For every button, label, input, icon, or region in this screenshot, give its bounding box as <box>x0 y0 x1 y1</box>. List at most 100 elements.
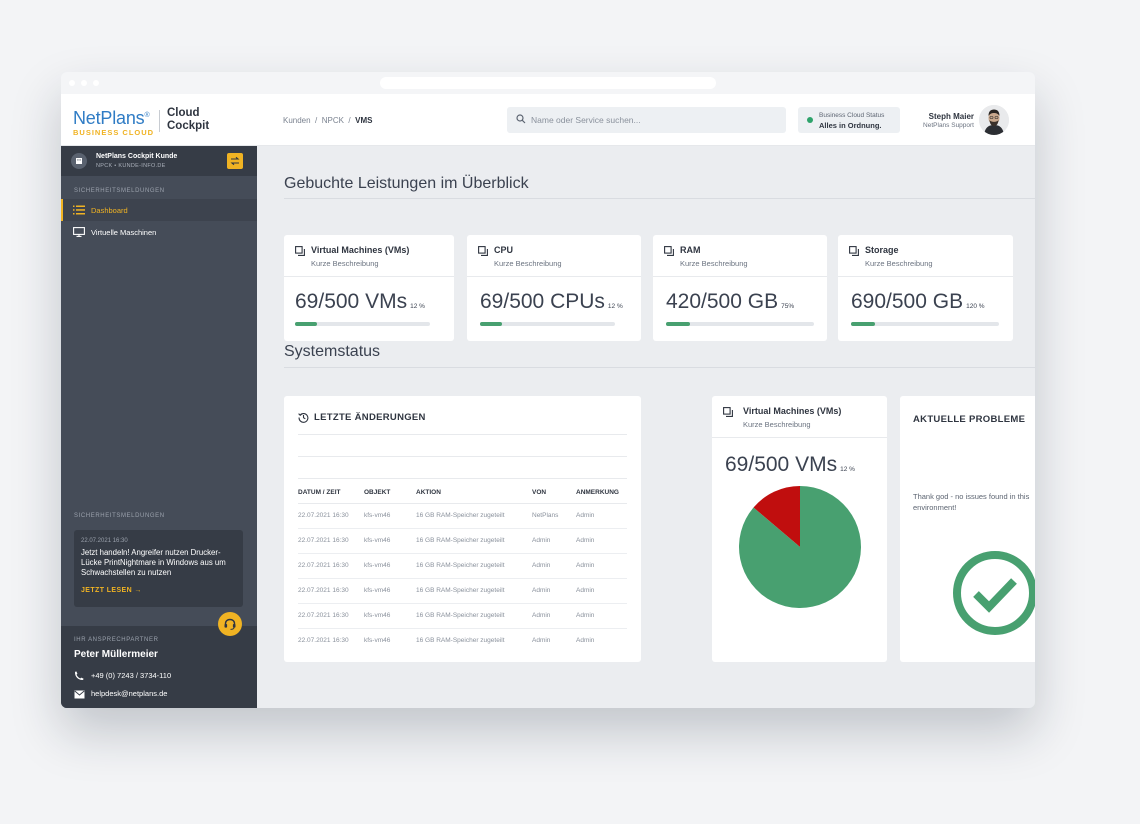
customer-switcher[interactable]: NetPlans Cockpit Kunde NPCK • KUNDE-INFO… <box>61 146 257 176</box>
copy-icon <box>849 246 859 256</box>
security-alert-card[interactable]: 22.07.2021 16:30 Jetzt handeln! Angreife… <box>74 530 243 607</box>
cell-action: 16 GB RAM-Speicher zugeteilt <box>416 637 505 645</box>
column-header[interactable]: VON <box>532 486 576 504</box>
column-header[interactable]: AKTION <box>416 486 532 504</box>
support-button[interactable] <box>218 612 242 636</box>
contact-label: IHR ANSPRECHPARTNER <box>74 637 159 643</box>
card-divider <box>838 276 1013 277</box>
netplans-logo[interactable]: NetPlans® BUSINESS CLOUD <box>73 107 154 137</box>
security-alerts-label: SICHERHEITSMELDUNGEN <box>74 513 165 519</box>
cell-date: 22.07.2021 16:30 <box>298 603 364 629</box>
alert-date: 22.07.2021 16:30 <box>81 538 128 544</box>
stat-sub: Kurze Beschreibung <box>311 259 379 268</box>
pie-slice-used <box>753 486 800 547</box>
copy-icon <box>723 407 733 417</box>
stat-card-ram[interactable]: RAM Kurze Beschreibung 420/500 GB 75% <box>653 235 827 341</box>
cell-object: kfs-vm46 <box>364 637 391 645</box>
stat-progress-fill <box>295 322 317 326</box>
window-controls[interactable] <box>69 80 99 86</box>
product-line1: Cloud <box>167 107 200 119</box>
table-row[interactable]: 22.07.2021 16:30 kfs-vm46 16 GB RAM-Speich… <box>298 503 627 529</box>
table-divider <box>298 478 627 479</box>
table-row[interactable]: 22.07.2021 16:30 kfs-vm46 16 GB RAM-Speich… <box>298 628 627 653</box>
column-header[interactable]: OBJEKT <box>364 486 416 504</box>
user-avatar[interactable] <box>979 105 1009 135</box>
user-name[interactable]: Steph Maier <box>928 112 974 121</box>
vm-pie-chart <box>739 486 861 608</box>
stat-card-cpu[interactable]: CPU Kurze Beschreibung 69/500 CPUs 12 % <box>467 235 641 341</box>
stat-title: Virtual Machines (VMs) <box>311 245 410 255</box>
cell-note: Admin <box>576 578 627 604</box>
alert-text: Jetzt handeln! Angreifer nutzen Drucker-… <box>81 548 226 577</box>
product-name: Cloud Cockpit <box>167 107 209 133</box>
cell-note: Admin <box>576 528 627 554</box>
stat-title: Storage <box>865 245 899 255</box>
stat-progress-bar <box>480 322 615 326</box>
contact-email[interactable]: helpdesk@netplans.de <box>74 689 167 699</box>
pie-percent: 12 % <box>840 466 855 473</box>
history-icon <box>298 413 309 423</box>
cell-object: kfs-vm46 <box>364 553 416 579</box>
pie-value-text: 69/500 VMs <box>725 453 838 476</box>
customer-name: NetPlans Cockpit Kunde <box>96 153 178 160</box>
section-divider <box>284 367 1035 368</box>
pie-card-value: 69/500 VMs 12 % <box>725 453 855 477</box>
cell-note: Admin <box>576 637 595 645</box>
building-icon <box>71 153 87 169</box>
breadcrumb: Kunden / NPCK / VMS <box>283 116 372 125</box>
cell-action: 16 GB RAM-Speicher zugeteilt <box>416 578 532 604</box>
logo-divider <box>159 110 160 132</box>
table-row[interactable]: 22.07.2021 16:30 kfs-vm46 16 GB RAM-Speich… <box>298 603 627 629</box>
vm-usage-card[interactable]: Virtual Machines (VMs) Kurze Beschreibun… <box>712 396 887 662</box>
search-input[interactable] <box>531 113 771 127</box>
problems-title: AKTUELLE PROBLEME <box>913 414 1026 425</box>
contact-name: Peter Müllermeier <box>74 649 158 660</box>
read-now-link[interactable]: JETZT LESEN → <box>81 587 142 594</box>
recent-changes-title: LETZTE ÄNDERUNGEN <box>314 412 426 423</box>
cell-date: 22.07.2021 16:30 <box>298 528 364 554</box>
stat-card-storage[interactable]: Storage Kurze Beschreibung 690/500 GB 120… <box>838 235 1013 341</box>
contact-phone[interactable]: +49 (0) 7243 / 3734-110 <box>74 671 171 681</box>
stat-value-text: 69/500 VMs <box>295 290 408 313</box>
table-row[interactable]: 22.07.2021 16:30 kfs-vm46 16 GB RAM-Speich… <box>298 528 627 554</box>
url-bar[interactable] <box>380 77 716 89</box>
breadcrumb-kunden[interactable]: Kunden <box>283 116 311 125</box>
stat-value-text: 69/500 CPUs <box>480 290 605 313</box>
breadcrumb-npck[interactable]: NPCK <box>321 116 344 125</box>
switch-customer-button[interactable] <box>227 153 243 169</box>
section-title-services: Gebuchte Leistungen im Überblick <box>284 175 529 192</box>
stat-sub: Kurze Beschreibung <box>680 259 748 268</box>
contact-email-text: helpdesk@netplans.de <box>91 689 168 698</box>
avatar-portrait-icon <box>979 105 1009 135</box>
stat-percent: 75% <box>781 303 795 310</box>
search-icon <box>516 114 526 124</box>
column-header[interactable]: ANMERKUNG <box>576 486 627 504</box>
breadcrumb-sep: / <box>348 116 351 125</box>
changes-table: DATUM / ZEIT OBJEKT AKTION VON ANMERKUNG… <box>298 486 627 653</box>
product-line2: Cockpit <box>167 120 210 132</box>
table-row[interactable]: 22.07.2021 16:30 kfs-vm46 16 GB RAM-Speich… <box>298 578 627 604</box>
status-ok-dot <box>807 117 813 123</box>
stat-value-text: 690/500 GB <box>851 290 964 313</box>
cell-by: Admin <box>532 637 551 645</box>
pie-card-title: Virtual Machines (VMs) <box>743 406 842 416</box>
section-divider <box>284 198 1035 199</box>
cloud-status-box[interactable]: Business Cloud Status Alles in Ordnung. <box>798 107 900 133</box>
sidebar-item-virtual-machines[interactable]: Virtuelle Maschinen <box>61 221 257 243</box>
table-divider <box>298 456 627 457</box>
customer-sub: NPCK • KUNDE-INFO.DE <box>96 163 166 169</box>
sidebar-section-label: SICHERHEITSMELDUNGEN <box>74 188 165 194</box>
sidebar-item-label: Dashboard <box>91 206 128 215</box>
stat-progress-fill <box>851 322 875 326</box>
cell-object: kfs-vm46 <box>364 528 416 554</box>
stat-percent: 120 % <box>966 303 985 310</box>
phone-icon <box>75 671 84 681</box>
stat-percent: 12 % <box>410 303 425 310</box>
stat-card-vms[interactable]: Virtual Machines (VMs) Kurze Beschreibun… <box>284 235 454 341</box>
browser-window: NetPlans® BUSINESS CLOUD Cloud Cockpit K… <box>61 72 1035 708</box>
table-row[interactable]: 22.07.2021 16:30 kfs-vm46 16 GB RAM-Speich… <box>298 553 627 579</box>
cell-by: Admin <box>532 528 576 554</box>
status-value: Alles in Ordnung. <box>819 121 882 130</box>
column-header[interactable]: DATUM / ZEIT <box>298 486 364 504</box>
sidebar-item-dashboard[interactable]: Dashboard <box>61 199 257 221</box>
